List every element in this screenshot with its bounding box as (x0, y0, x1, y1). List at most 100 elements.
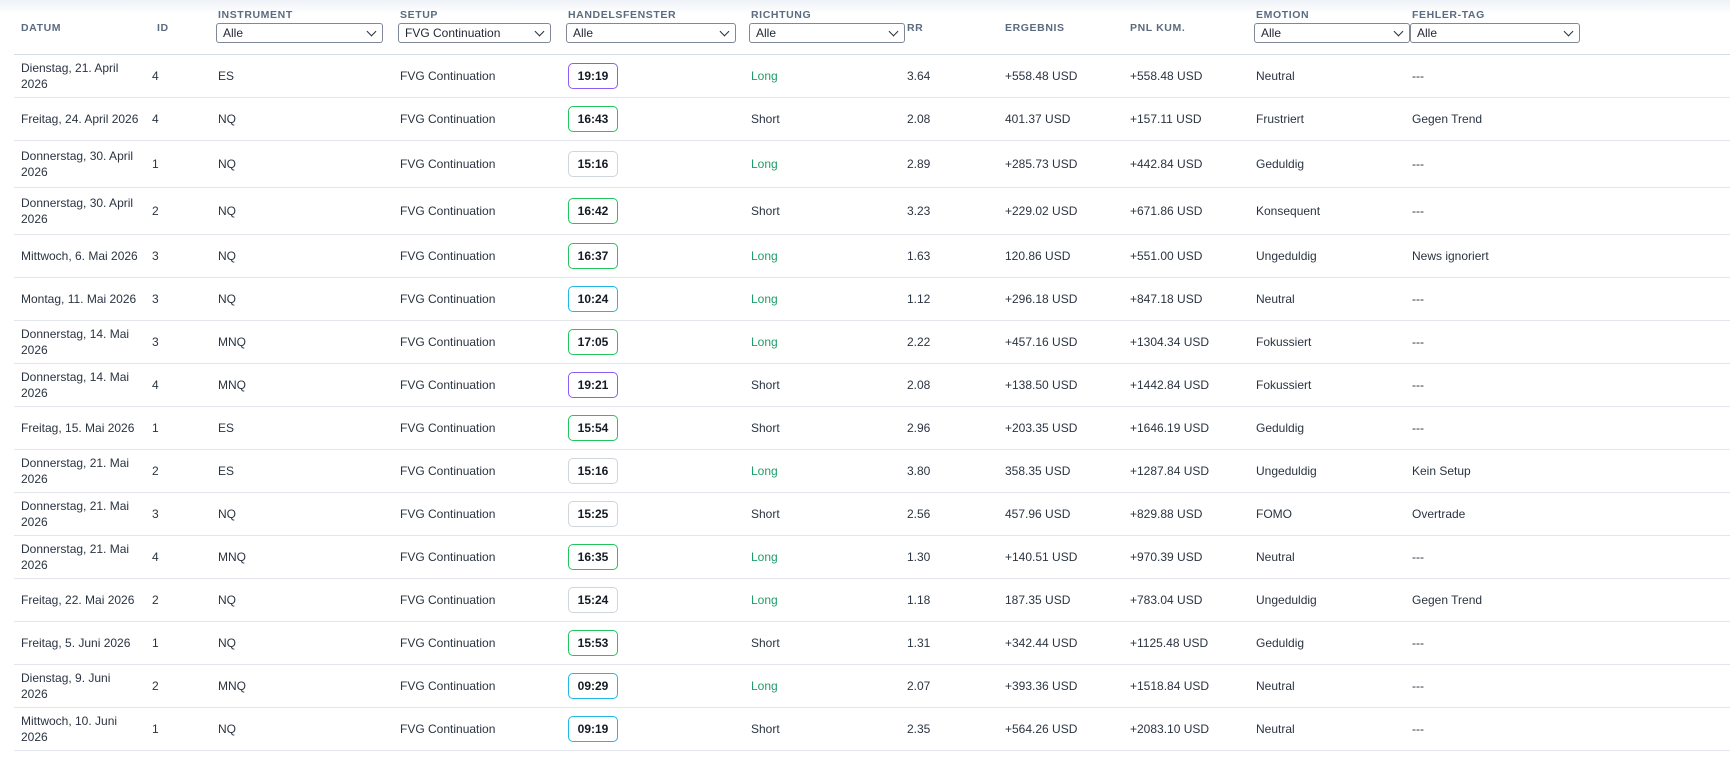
table-row[interactable]: Mittwoch, 10. Juni 2026 1 NQ FVG Continu… (14, 707, 1730, 751)
cell-instrument: MNQ (216, 363, 398, 407)
cell-rr: 2.56 (905, 492, 1003, 536)
cell-instrument: NQ (216, 140, 398, 188)
time-window-badge: 17:05 (568, 329, 618, 355)
cell-fehler-tag: --- (1410, 54, 1730, 98)
cell-ergebnis: +564.26 USD (1003, 707, 1128, 751)
cell-handelsfenster: 16:35 (566, 535, 749, 579)
trade-id-link[interactable]: 3 (152, 507, 159, 521)
cell-datum: Mittwoch, 6. Mai 2026 (14, 234, 150, 278)
fehler-tag-filter-select[interactable]: Alle (1410, 23, 1580, 43)
cell-handelsfenster: 16:42 (566, 187, 749, 235)
trade-id-link[interactable]: 4 (152, 69, 159, 83)
richtung-filter-select[interactable]: Alle (749, 23, 905, 43)
trade-id-link[interactable]: 1 (152, 636, 159, 650)
table-row[interactable]: Freitag, 24. April 2026 4 NQ FVG Continu… (14, 97, 1730, 141)
cell-datum: Donnerstag, 30. April 2026 (14, 140, 150, 188)
cell-richtung: Short (749, 406, 905, 450)
trade-id-link[interactable]: 3 (152, 335, 159, 349)
cell-fehler-tag: --- (1410, 277, 1730, 321)
cell-ergebnis: 401.37 USD (1003, 97, 1128, 141)
instrument-filter-select[interactable]: Alle (216, 23, 383, 43)
trade-id-link[interactable]: 4 (152, 378, 159, 392)
cell-fehler-tag: Kein Setup (1410, 449, 1730, 493)
cell-pnl: +442.84 USD (1128, 140, 1254, 188)
trade-id-link[interactable]: 4 (152, 550, 159, 564)
cell-setup: FVG Continuation (398, 707, 566, 751)
cell-emotion: Geduldig (1254, 406, 1410, 450)
time-window-badge: 16:43 (568, 106, 618, 132)
cell-setup: FVG Continuation (398, 664, 566, 708)
trade-id-link[interactable]: 4 (152, 112, 159, 126)
handelsfenster-filter-select[interactable]: Alle (566, 23, 736, 43)
table-row[interactable]: Donnerstag, 30. April 2026 1 NQ FVG Cont… (14, 140, 1730, 188)
table-row[interactable]: Freitag, 22. Mai 2026 2 NQ FVG Continuat… (14, 578, 1730, 622)
table-row[interactable]: Mittwoch, 6. Mai 2026 3 NQ FVG Continuat… (14, 234, 1730, 278)
trade-id-link[interactable]: 2 (152, 679, 159, 693)
trade-id-link[interactable]: 2 (152, 593, 159, 607)
cell-id: 3 (150, 320, 216, 364)
time-window-badge: 10:24 (568, 286, 618, 312)
cell-emotion: Ungeduldig (1254, 234, 1410, 278)
cell-datum: Donnerstag, 30. April 2026 (14, 187, 150, 235)
cell-instrument: MNQ (216, 320, 398, 364)
cell-rr: 1.12 (905, 277, 1003, 321)
table-row[interactable]: Donnerstag, 14. Mai 2026 4 MNQ FVG Conti… (14, 363, 1730, 407)
cell-rr: 3.23 (905, 187, 1003, 235)
cell-setup: FVG Continuation (398, 140, 566, 188)
table-row[interactable]: Donnerstag, 30. April 2026 2 NQ FVG Cont… (14, 187, 1730, 235)
cell-pnl: +783.04 USD (1128, 578, 1254, 622)
cell-pnl: +558.48 USD (1128, 54, 1254, 98)
time-window-badge: 15:54 (568, 415, 618, 441)
trade-id-link[interactable]: 2 (152, 204, 159, 218)
table-row[interactable]: Freitag, 5. Juni 2026 1 NQ FVG Continuat… (14, 621, 1730, 665)
cell-handelsfenster: 10:24 (566, 277, 749, 321)
cell-datum: Dienstag, 9. Juni 2026 (14, 664, 150, 708)
cell-setup: FVG Continuation (398, 187, 566, 235)
trade-id-link[interactable]: 3 (152, 249, 159, 263)
table-row[interactable]: Dienstag, 21. April 2026 4 ES FVG Contin… (14, 54, 1730, 98)
cell-handelsfenster: 15:16 (566, 449, 749, 493)
cell-instrument: NQ (216, 187, 398, 235)
cell-id: 3 (150, 492, 216, 536)
cell-ergebnis: +296.18 USD (1003, 277, 1128, 321)
table-row[interactable]: Montag, 11. Mai 2026 3 NQ FVG Continuati… (14, 277, 1730, 321)
cell-id: 4 (150, 54, 216, 98)
table-row[interactable]: Donnerstag, 21. Mai 2026 3 NQ FVG Contin… (14, 492, 1730, 536)
cell-handelsfenster: 15:25 (566, 492, 749, 536)
header-handelsfenster: HANDELSFENSTER Alle (566, 0, 749, 55)
emotion-filter-select[interactable]: Alle (1254, 23, 1410, 43)
trade-id-link[interactable]: 3 (152, 292, 159, 306)
trade-id-link[interactable]: 2 (152, 464, 159, 478)
table-row[interactable]: Donnerstag, 14. Mai 2026 3 MNQ FVG Conti… (14, 320, 1730, 364)
cell-richtung: Short (749, 363, 905, 407)
cell-datum: Freitag, 22. Mai 2026 (14, 578, 150, 622)
cell-pnl: +1125.48 USD (1128, 621, 1254, 665)
trade-id-link[interactable]: 1 (152, 157, 159, 171)
cell-rr: 2.96 (905, 406, 1003, 450)
table-row[interactable]: Donnerstag, 21. Mai 2026 2 ES FVG Contin… (14, 449, 1730, 493)
cell-instrument: MNQ (216, 535, 398, 579)
cell-ergebnis: +140.51 USD (1003, 535, 1128, 579)
header-ergebnis[interactable]: ERGEBNIS (1003, 0, 1128, 55)
header-id[interactable]: ID (150, 0, 216, 55)
cell-datum: Mittwoch, 10. Juni 2026 (14, 707, 150, 751)
setup-filter-select[interactable]: FVG Continuation (398, 23, 551, 43)
table-row[interactable]: Freitag, 15. Mai 2026 1 ES FVG Continuat… (14, 406, 1730, 450)
cell-id: 2 (150, 449, 216, 493)
cell-datum: Donnerstag, 21. Mai 2026 (14, 535, 150, 579)
header-emotion: EMOTION Alle (1254, 0, 1410, 55)
time-window-badge: 15:16 (568, 458, 618, 484)
trade-id-link[interactable]: 1 (152, 722, 159, 736)
cell-rr: 3.64 (905, 54, 1003, 98)
cell-handelsfenster: 15:53 (566, 621, 749, 665)
header-rr[interactable]: RR (905, 0, 1003, 55)
table-row[interactable]: Dienstag, 9. Juni 2026 2 MNQ FVG Continu… (14, 664, 1730, 708)
cell-richtung: Long (749, 54, 905, 98)
cell-instrument: NQ (216, 234, 398, 278)
header-datum[interactable]: DATUM (14, 0, 150, 55)
table-row[interactable]: Donnerstag, 21. Mai 2026 4 MNQ FVG Conti… (14, 535, 1730, 579)
cell-setup: FVG Continuation (398, 492, 566, 536)
cell-rr: 2.35 (905, 707, 1003, 751)
header-pnl[interactable]: PNL KUM. (1128, 0, 1254, 55)
trade-id-link[interactable]: 1 (152, 421, 159, 435)
